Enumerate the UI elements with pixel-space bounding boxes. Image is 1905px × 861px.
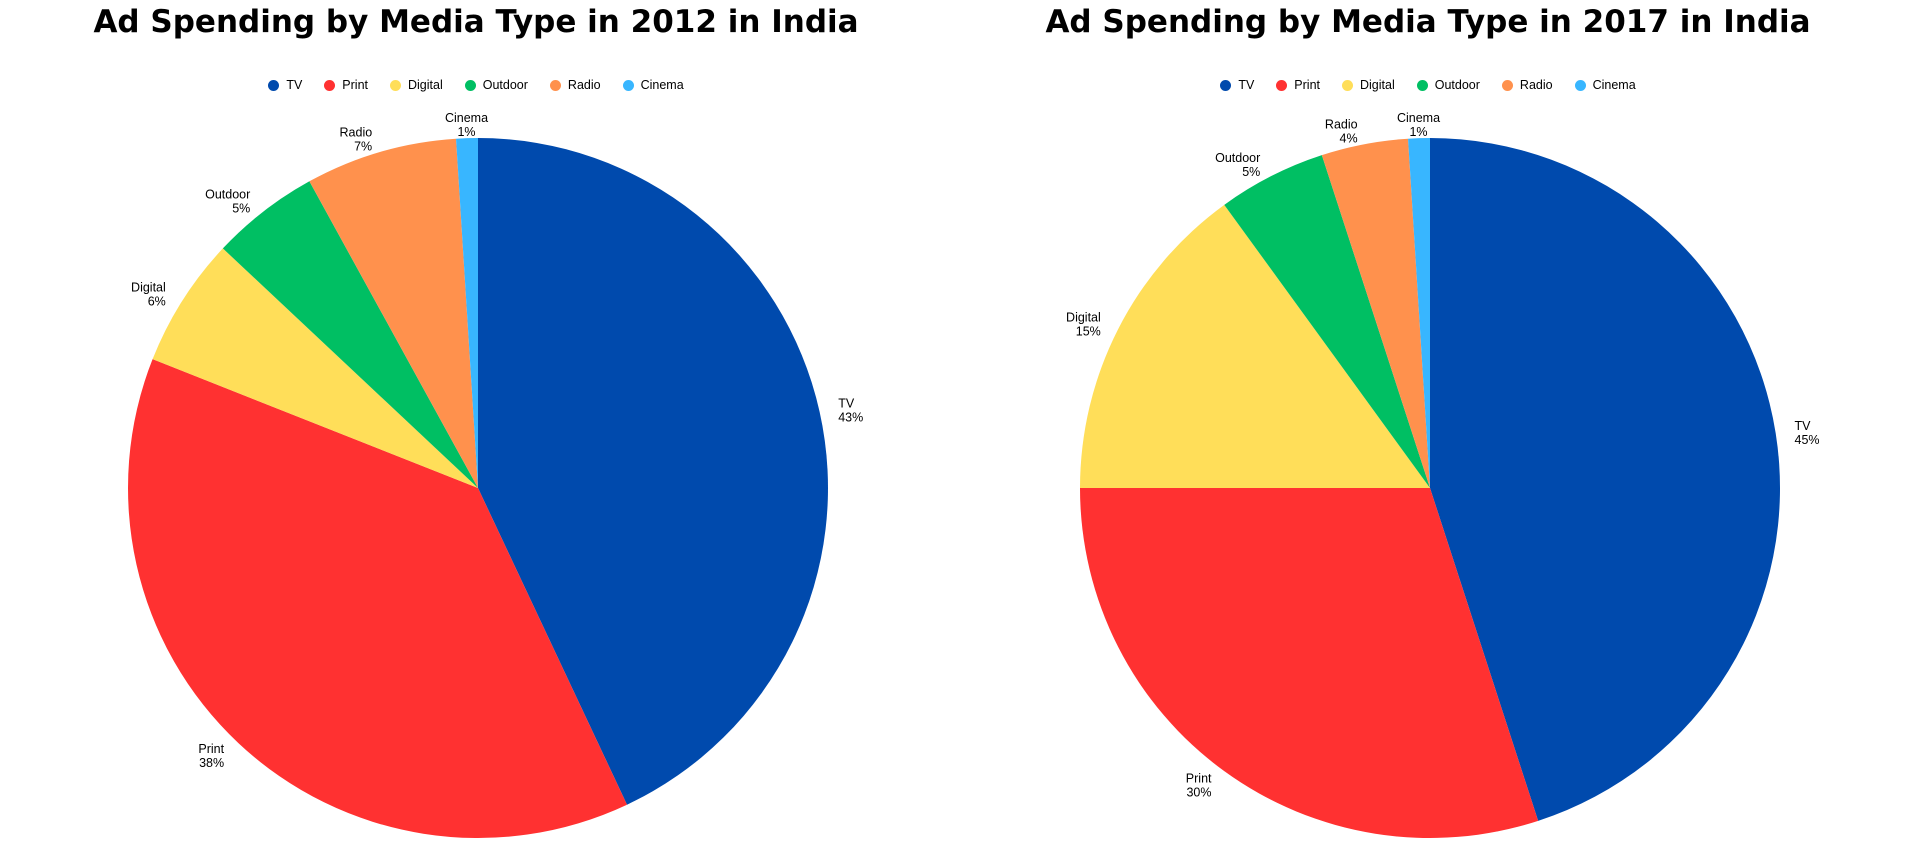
- slice-category: Outdoor: [205, 188, 250, 202]
- legend-swatch: [1276, 79, 1288, 91]
- legend-swatch: [1220, 79, 1232, 91]
- slice-label-cinema: Cinema 1%: [1397, 111, 1440, 139]
- pie-slice-outdoor: [1224, 155, 1430, 488]
- slice-category: Digital: [131, 280, 166, 294]
- slice-value: 5%: [232, 202, 250, 216]
- pie-slice-digital: [152, 248, 478, 488]
- legend-label: Print: [342, 78, 368, 92]
- slice-category: Print: [1186, 771, 1212, 785]
- slice-label-radio: Radio 7%: [340, 126, 373, 154]
- slice-value: 4%: [1340, 132, 1358, 146]
- chart-title: Ad Spending by Media Type in 2017 in Ind…: [1045, 4, 1811, 40]
- legend: TV Print Digital Outdoor Radio Cinema: [952, 78, 1904, 92]
- slice-value: 1%: [457, 125, 475, 139]
- legend-item-outdoor: Outdoor: [1416, 78, 1480, 92]
- legend-label: Digital: [408, 78, 443, 92]
- legend-label: Radio: [1519, 78, 1553, 92]
- slice-label-print: Print 30%: [1186, 771, 1212, 799]
- pie-chart-2017: TV 45% Print 30% Digital 15% Outdoor 5% Radio 4% C…: [1066, 111, 1820, 839]
- slice-value: 5%: [1242, 165, 1260, 179]
- legend-item-print: Print: [324, 78, 368, 92]
- legend-label: TV: [1238, 78, 1255, 92]
- legend-swatch: [390, 79, 401, 91]
- legend-label: Print: [1294, 78, 1320, 92]
- legend-label: Radio: [567, 78, 601, 92]
- pie-slice-outdoor: [222, 181, 478, 489]
- legend-swatch: [1501, 79, 1513, 91]
- pie-slice-tv: [478, 138, 828, 805]
- pie-slice-radio: [1321, 138, 1430, 488]
- slice-value: 30%: [1186, 785, 1211, 799]
- slice-value: 15%: [1076, 324, 1101, 338]
- legend-item-radio: Radio: [549, 78, 601, 92]
- legend-item-tv: TV: [268, 78, 302, 92]
- slice-label-digital: Digital 15%: [1066, 310, 1101, 338]
- slice-label-tv: TV 43%: [838, 396, 863, 424]
- pie-slice-tv: [1430, 138, 1781, 821]
- slice-value: 45%: [1795, 433, 1820, 447]
- legend-label: TV: [286, 78, 303, 92]
- slice-label-digital: Digital 6%: [131, 280, 166, 308]
- slice-category: Outdoor: [1215, 151, 1260, 165]
- slice-category: Cinema: [445, 111, 488, 125]
- legend-item-print: Print: [1276, 78, 1320, 92]
- legend-swatch: [464, 79, 476, 91]
- slice-category: Cinema: [1397, 111, 1440, 125]
- legend-swatch: [622, 79, 634, 91]
- slice-label-tv: TV 45%: [1795, 419, 1820, 447]
- slice-category: TV: [1795, 419, 1812, 433]
- pie-chart-2012: TV 43% Print 38% Digital 6% Outdoor 5% Radio 7% Ci…: [128, 111, 863, 838]
- legend-item-cinema: Cinema: [1574, 78, 1636, 92]
- legend-swatch: [1342, 79, 1353, 91]
- slice-category: Digital: [1066, 310, 1101, 324]
- legend: TV Print Digital Outdoor Radio Cinema: [0, 78, 952, 92]
- slice-value: 43%: [838, 410, 863, 424]
- slice-label-outdoor: Outdoor 5%: [205, 188, 250, 216]
- slice-value: 6%: [148, 294, 166, 308]
- pie-slice-radio: [309, 138, 478, 488]
- pie-slice-print: [128, 359, 628, 838]
- slice-label-cinema: Cinema 1%: [445, 111, 488, 139]
- slice-value: 38%: [199, 756, 224, 770]
- pie-slice-digital: [1080, 204, 1430, 488]
- slice-category: TV: [838, 396, 855, 410]
- legend-label: Cinema: [1592, 78, 1636, 92]
- legend-label: Digital: [1360, 78, 1395, 92]
- slice-label-radio: Radio 4%: [1325, 118, 1358, 146]
- slice-category: Radio: [1325, 118, 1358, 132]
- legend-swatch: [549, 79, 561, 91]
- legend-item-radio: Radio: [1501, 78, 1553, 92]
- pie-slice-cinema: [456, 138, 478, 488]
- slice-label-print: Print 38%: [198, 742, 224, 770]
- legend-item-digital: Digital: [390, 78, 443, 92]
- pie-slice-cinema: [1408, 138, 1430, 488]
- slice-value: 7%: [354, 140, 372, 154]
- slice-value: 1%: [1409, 125, 1427, 139]
- slice-category: Radio: [340, 126, 373, 140]
- legend-swatch: [268, 79, 280, 91]
- legend-swatch: [1416, 79, 1428, 91]
- chart-panel-2017: Ad Spending by Media Type in 2017 in Ind…: [952, 0, 1904, 861]
- legend-swatch: [1574, 79, 1586, 91]
- legend-item-digital: Digital: [1342, 78, 1395, 92]
- legend-item-tv: TV: [1220, 78, 1254, 92]
- slice-category: Print: [198, 742, 224, 756]
- legend-item-outdoor: Outdoor: [464, 78, 528, 92]
- chart-title: Ad Spending by Media Type in 2012 in Ind…: [93, 4, 859, 40]
- chart-panel-2012: Ad Spending by Media Type in 2012 in Ind…: [0, 0, 952, 861]
- slice-label-outdoor: Outdoor 5%: [1215, 151, 1260, 179]
- legend-label: Cinema: [640, 78, 684, 92]
- pie-slice-print: [1080, 488, 1539, 839]
- legend-swatch: [324, 79, 336, 91]
- legend-label: Outdoor: [482, 78, 528, 92]
- legend-label: Outdoor: [1434, 78, 1480, 92]
- legend-item-cinema: Cinema: [622, 78, 684, 92]
